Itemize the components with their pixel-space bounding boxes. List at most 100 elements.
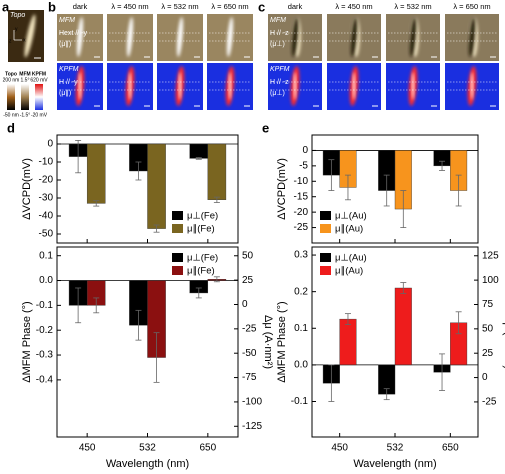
error-bar	[400, 282, 407, 294]
legend-swatch	[172, 266, 183, 275]
error-bar	[455, 174, 462, 207]
legend-swatch	[320, 224, 331, 233]
y-axis-label: ΔVCPD(mV)	[21, 158, 33, 220]
image-label: H // -z	[270, 30, 289, 37]
y-tick-label: -20	[294, 207, 309, 218]
error-bar	[75, 287, 82, 324]
x-tick-label: 532	[139, 443, 156, 454]
x-tick-label: 532	[387, 443, 404, 454]
y2-tick-label: -25	[482, 397, 497, 408]
y-tick-label: 0.0	[294, 360, 308, 371]
bar	[86, 143, 106, 204]
y-tick-label: -25	[294, 222, 309, 233]
image-label: H // -z	[270, 79, 289, 86]
legend-label: μ∥(Au)	[335, 224, 363, 235]
streak-core	[411, 72, 415, 100]
legend-label: μ⊥(Fe)	[187, 253, 218, 264]
streak-core	[470, 72, 474, 100]
y-tick-label: -30	[39, 193, 54, 204]
error-bar	[439, 353, 446, 391]
error-bar	[400, 190, 407, 228]
y-tick-label: -10	[39, 157, 54, 168]
legend-swatch	[320, 266, 331, 275]
panel-label: e	[262, 120, 269, 135]
error-bar	[344, 313, 351, 326]
error-bar	[93, 200, 100, 207]
error-bar	[455, 311, 462, 335]
y2-tick-label: 125	[482, 250, 499, 261]
y-axis-label: ΔVCPD(mV)	[276, 158, 288, 220]
x-tick-label: 450	[79, 443, 96, 454]
colorbar	[35, 84, 43, 110]
error-bar	[93, 297, 100, 314]
error-bar	[439, 160, 446, 171]
colorbar-max: 1.5°	[21, 77, 30, 83]
y2-tick-label: 50	[242, 250, 254, 261]
x-axis-label: Wavelength (nm)	[353, 458, 436, 470]
streak	[76, 17, 84, 57]
column-header: λ = 532 nm	[161, 2, 198, 11]
y2-tick-label: -125	[242, 421, 262, 432]
y-tick-label: 0.3	[294, 250, 308, 261]
legend-label: μ⊥(Fe)	[187, 211, 218, 222]
legend-label: μ⊥(Au)	[335, 253, 367, 264]
colorbar-min: -50 nm	[3, 112, 19, 118]
y-axis-label: ΔMFM Phase (°)	[276, 301, 288, 382]
y-axis-label: ΔMFM Phase (°)	[21, 301, 33, 382]
axis-letter: z	[9, 38, 12, 44]
y-tick-label: -15	[294, 191, 309, 202]
legend-swatch	[320, 211, 331, 220]
y-tick-label: -20	[39, 175, 54, 186]
image-label: (μ⊥)	[270, 41, 285, 48]
x-tick-label: 650	[199, 443, 216, 454]
y2-tick-label: 0	[242, 299, 248, 310]
streak-core	[128, 72, 132, 100]
colorbar-max: 620 mV	[30, 77, 48, 83]
streak	[350, 17, 358, 57]
column-header: λ = 450 nm	[335, 2, 372, 11]
image-label: H // -y	[59, 79, 78, 86]
y-tick-label: 0.0	[39, 275, 53, 286]
image-label: KPFM	[270, 66, 290, 73]
error-bar	[135, 309, 142, 341]
image-label: Hext // -y	[59, 30, 88, 37]
colorbar	[7, 84, 15, 110]
image-label: MFM	[270, 17, 286, 24]
streak-core	[178, 72, 182, 100]
streak	[291, 17, 299, 57]
legend-label: μ⊥(Au)	[335, 211, 367, 222]
image-label: (μ∥)	[59, 89, 71, 97]
topo-streak	[24, 14, 36, 58]
error-bar	[328, 364, 335, 402]
error-bar	[195, 157, 202, 160]
legend-label: μ∥(Fe)	[187, 224, 215, 235]
y-tick-label: 0.1	[294, 323, 308, 334]
streak-core	[78, 72, 82, 100]
y-tick-label: -0.3	[36, 350, 54, 361]
x-axis-label: Wavelength (nm)	[106, 458, 189, 470]
y-tick-label: 0.1	[39, 250, 53, 261]
legend-swatch	[320, 253, 331, 262]
y-tick-label: 0	[47, 139, 53, 150]
y2-tick-label: 25	[482, 348, 494, 359]
panel-label: d	[7, 120, 15, 135]
y2-tick-label: 100	[482, 275, 499, 286]
colorbar-name: Topo	[5, 71, 17, 77]
streak	[226, 17, 234, 57]
legend-swatch	[172, 224, 183, 233]
legend-swatch	[172, 253, 183, 262]
column-header: dark	[288, 2, 303, 11]
bar	[394, 287, 412, 366]
topo-title: Topo	[10, 12, 25, 19]
error-bar	[383, 174, 390, 207]
y-tick-label: -0.1	[36, 300, 54, 311]
streak	[176, 17, 184, 57]
panel-label: a	[2, 0, 10, 14]
y2-tick-label: 0	[482, 372, 488, 383]
streak	[468, 17, 476, 57]
y2-axis-label: Δμ (A·nm²)	[502, 315, 505, 369]
y2-tick-label: 75	[482, 299, 494, 310]
y-tick-label: 0	[302, 145, 308, 156]
streak	[126, 17, 134, 57]
